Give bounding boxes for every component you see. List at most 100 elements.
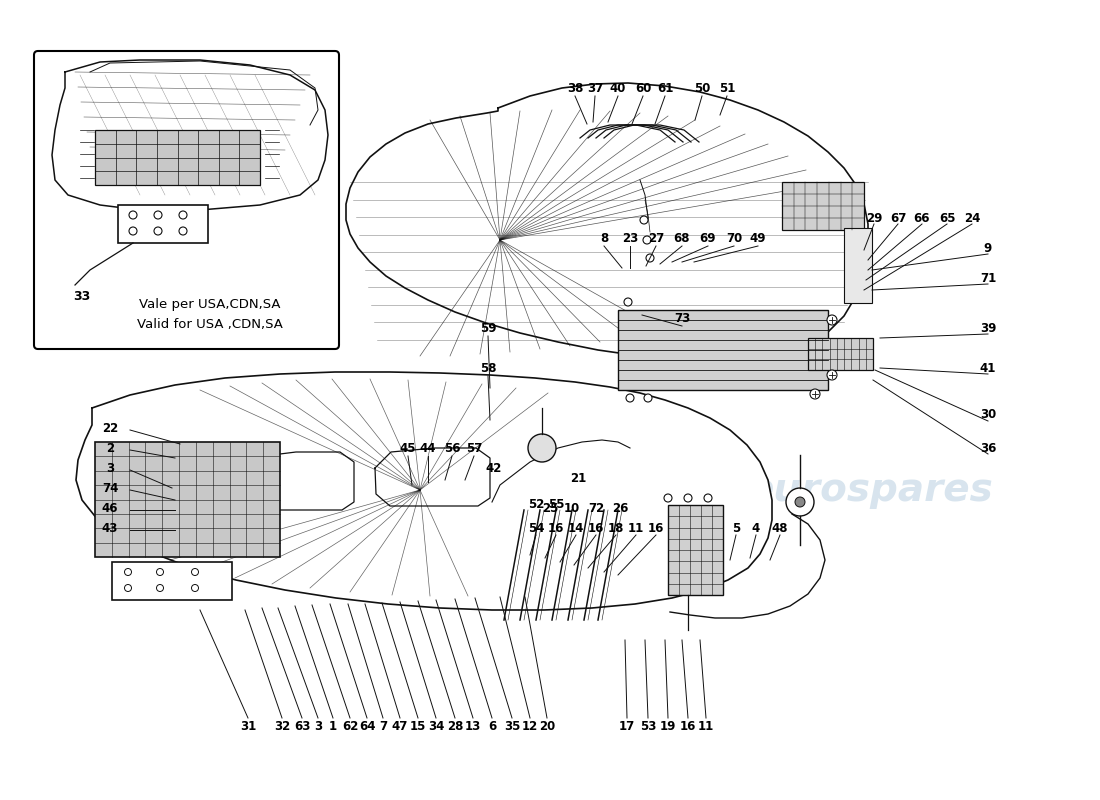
Text: 28: 28 [447,719,463,733]
Text: 1: 1 [329,719,337,733]
Text: 41: 41 [980,362,997,374]
Circle shape [191,569,198,575]
Text: 19: 19 [660,719,676,733]
Text: 5: 5 [732,522,740,534]
Text: 3: 3 [314,719,322,733]
Text: 62: 62 [342,719,359,733]
Text: 16: 16 [648,522,664,534]
Text: 47: 47 [392,719,408,733]
Text: 40: 40 [609,82,626,94]
Bar [95,130,260,185]
Text: 13: 13 [465,719,481,733]
Text: 31: 31 [240,719,256,733]
Text: 11: 11 [628,522,645,534]
Circle shape [179,227,187,235]
Text: 16: 16 [680,719,696,733]
Text: Valid for USA ,CDN,SA: Valid for USA ,CDN,SA [138,318,283,331]
Text: 59: 59 [480,322,496,334]
Text: 6: 6 [488,719,496,733]
Text: 30: 30 [980,409,997,422]
Text: 74: 74 [102,482,118,494]
Text: 33: 33 [74,290,90,303]
Circle shape [664,494,672,502]
Polygon shape [346,83,868,362]
Text: 65: 65 [938,211,955,225]
Text: 73: 73 [674,311,690,325]
Circle shape [640,216,648,224]
Text: 46: 46 [101,502,119,514]
Text: 60: 60 [635,82,651,94]
Circle shape [827,370,837,380]
Text: Vale per USA,CDN,SA: Vale per USA,CDN,SA [140,298,280,311]
Circle shape [644,394,652,402]
Text: 15: 15 [410,719,426,733]
Text: 21: 21 [570,471,586,485]
Text: 27: 27 [648,231,664,245]
Circle shape [786,488,814,516]
Text: 23: 23 [621,231,638,245]
Text: 37: 37 [587,82,603,94]
Text: 34: 34 [428,719,444,733]
Bar [844,228,872,303]
Circle shape [626,394,634,402]
Circle shape [156,585,164,591]
Text: 61: 61 [657,82,673,94]
Text: 16: 16 [587,522,604,534]
FancyBboxPatch shape [34,51,339,349]
Text: 72: 72 [587,502,604,514]
Text: 25: 25 [542,502,558,514]
Text: eurospares: eurospares [77,471,323,509]
Text: 56: 56 [443,442,460,454]
Text: 63: 63 [294,719,310,733]
Text: 39: 39 [980,322,997,334]
Text: 70: 70 [726,231,742,245]
Text: 57: 57 [465,442,482,454]
Bar [808,338,873,370]
Text: 69: 69 [700,231,716,245]
Circle shape [191,585,198,591]
Text: 52: 52 [528,498,544,511]
Text: 10: 10 [564,502,580,514]
Text: 9: 9 [983,242,992,254]
Text: 29: 29 [866,211,882,225]
Bar [618,310,828,390]
Text: 50: 50 [694,82,711,94]
Text: 42: 42 [486,462,503,474]
Text: 7: 7 [378,719,387,733]
Text: 51: 51 [718,82,735,94]
Text: 17: 17 [619,719,635,733]
Text: 24: 24 [964,211,980,225]
Text: 67: 67 [890,211,906,225]
Circle shape [624,298,632,306]
Text: 48: 48 [772,522,789,534]
Text: 8: 8 [600,231,608,245]
Text: 4: 4 [752,522,760,534]
Circle shape [827,315,837,325]
Text: 26: 26 [612,502,628,514]
Text: 64: 64 [359,719,375,733]
Text: 58: 58 [480,362,496,374]
Text: 44: 44 [420,442,437,454]
Text: eurospares: eurospares [427,471,673,509]
Bar [112,562,232,600]
Text: 2: 2 [106,442,114,454]
Circle shape [154,227,162,235]
Text: 71: 71 [980,271,997,285]
Bar [782,182,864,230]
Text: 12: 12 [521,719,538,733]
Text: 38: 38 [566,82,583,94]
Text: 18: 18 [608,522,624,534]
Text: 54: 54 [528,522,544,534]
Text: 14: 14 [568,522,584,534]
Text: 20: 20 [539,719,556,733]
Circle shape [810,389,820,399]
Text: 22: 22 [102,422,118,434]
Text: 49: 49 [750,231,767,245]
Polygon shape [76,372,772,610]
Bar [668,505,723,595]
Text: 45: 45 [399,442,416,454]
Circle shape [179,211,187,219]
Bar [95,442,280,557]
Text: 66: 66 [914,211,931,225]
Circle shape [646,254,654,262]
